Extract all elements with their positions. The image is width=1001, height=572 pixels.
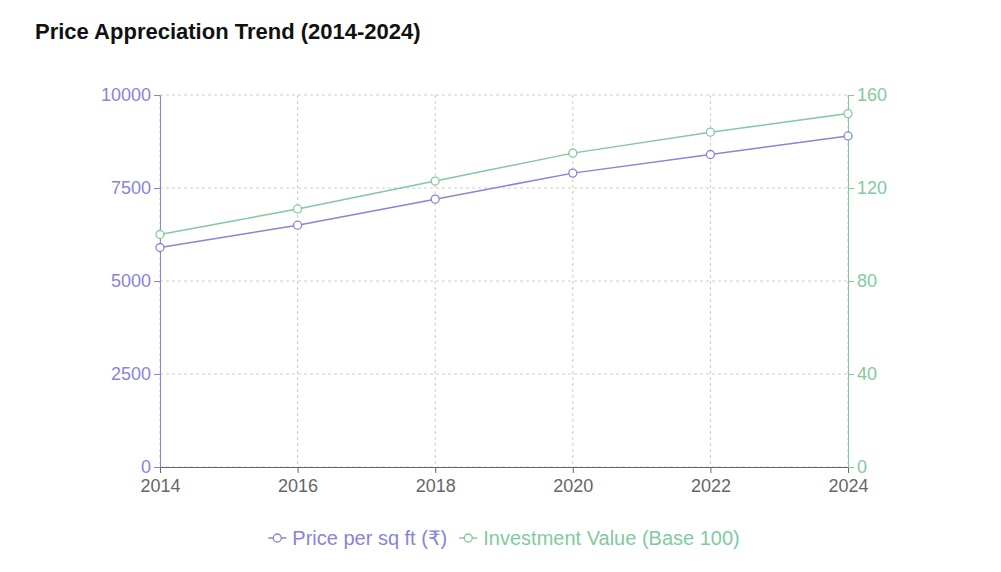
tick-mark [435,467,436,473]
tick: 160 [848,85,887,105]
legend-marker [464,534,472,542]
point [844,110,852,118]
tick-label: 2020 [553,476,593,496]
axis-line [154,96,161,468]
tick-label: 2018 [416,476,456,496]
axis-line [849,96,855,468]
legend-label: Investment Value (Base 100) [483,527,739,549]
tick-label: 7500 [111,178,151,198]
tick-mark [573,467,574,473]
tick: 80 [848,271,877,291]
point [431,195,439,203]
tick: 0 [141,457,160,477]
tick: 2500 [111,364,160,384]
tick-label: 10000 [101,85,151,105]
tick: 2016 [278,467,318,496]
tick-label: 80 [857,271,877,291]
tick: 5000 [111,271,160,291]
point [569,169,577,177]
title: Price Appreciation Trend (2014-2024) [35,19,421,44]
tick: 7500 [111,178,160,198]
tick: 2022 [691,467,731,496]
tick: 120 [848,178,887,198]
legend-item: Investment Value (Base 100) [459,527,739,549]
legend: Price per sq ft (₹) Investment Value (Bas… [268,527,739,549]
grid-line [160,188,848,189]
tick-mark [848,188,854,189]
tick: 10000 [101,85,160,105]
tick: 2018 [416,467,456,496]
tick-mark [848,467,854,468]
tick-mark [848,374,854,375]
tick-label: 40 [857,364,877,384]
point [431,177,439,185]
tick-label: 2014 [140,476,180,496]
point [156,244,164,252]
chart: Price Appreciation Trend (2014-2024) 2014… [0,0,1001,572]
point [569,149,577,157]
tick-mark [710,467,711,473]
point [844,132,852,140]
legend-label: Price per sq ft (₹) [292,527,447,549]
point [294,205,302,213]
tick-label: 2024 [828,476,868,496]
tick-label: 120 [857,178,887,198]
x-axis: 2014 2016 2018 2020 2022 2024 [140,467,868,496]
point [706,151,714,159]
tick-label: 2500 [111,364,151,384]
y2-axis: 0 40 80 120 160 [848,85,887,477]
tick-label: 0 [141,457,151,477]
y-axis: 0 2500 5000 7500 10000 [101,85,161,477]
grid-line [435,95,436,467]
tick-mark [154,95,160,96]
tick: 2020 [553,467,593,496]
legend-marker [273,534,281,542]
plot-marks [156,110,852,252]
point [156,231,164,239]
tick-mark [298,467,299,473]
grid-line [160,281,848,282]
point [706,128,714,136]
tick-mark [848,281,854,282]
series-line [160,114,848,235]
tick: 40 [848,364,877,384]
point [294,221,302,229]
tick-mark [154,188,160,189]
tick-mark [154,374,160,375]
grid [160,95,848,467]
series-line [160,136,848,248]
tick-label: 160 [857,85,887,105]
legend-item: Price per sq ft (₹) [268,527,447,549]
tick-mark [848,95,854,96]
tick-mark [154,467,160,468]
tick-mark [154,281,160,282]
tick-label: 2016 [278,476,318,496]
axis-line [161,468,849,474]
tick: 0 [848,457,867,477]
grid-line [297,95,298,467]
grid-line [160,95,848,96]
tick-label: 2022 [691,476,731,496]
tick-label: 0 [857,457,867,477]
grid-line [160,374,848,375]
tick-label: 5000 [111,271,151,291]
